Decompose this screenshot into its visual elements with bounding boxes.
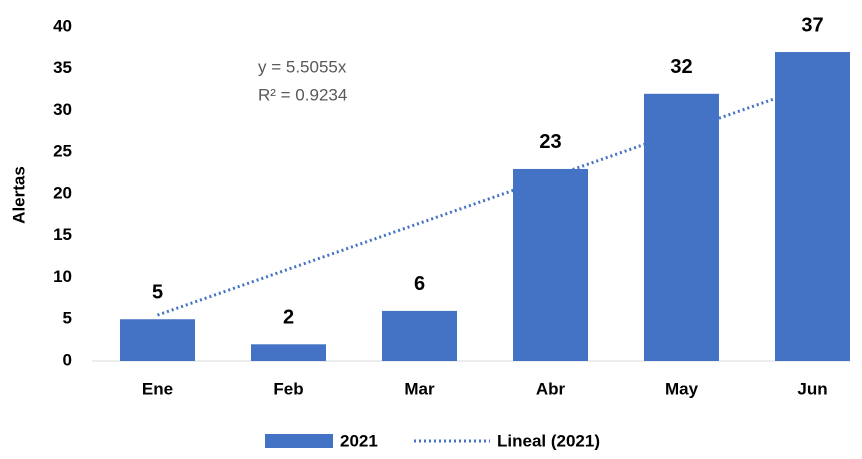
legend-swatch bbox=[265, 434, 333, 448]
value-label: 2 bbox=[283, 307, 294, 329]
x-tick-label: Feb bbox=[273, 379, 303, 398]
y-axis-label: Alertas bbox=[9, 166, 28, 224]
value-label: 6 bbox=[414, 273, 425, 295]
y-tick-label: 35 bbox=[53, 58, 72, 77]
x-tick-label: Jun bbox=[797, 379, 827, 398]
value-label: 32 bbox=[670, 56, 692, 78]
bar bbox=[513, 168, 588, 361]
y-tick-label: 20 bbox=[53, 183, 72, 202]
y-tick-label: 40 bbox=[53, 16, 72, 35]
y-tick-label: 5 bbox=[63, 309, 72, 328]
y-tick-label: 30 bbox=[53, 100, 72, 119]
value-label: 23 bbox=[539, 131, 561, 153]
bar bbox=[382, 310, 457, 361]
y-tick-label: 25 bbox=[53, 142, 72, 161]
y-tick-label: 10 bbox=[53, 267, 72, 286]
x-tick-label: Ene bbox=[142, 379, 173, 398]
y-tick-label: 0 bbox=[63, 350, 72, 369]
value-label: 5 bbox=[152, 282, 163, 304]
x-tick-label: Mar bbox=[404, 379, 435, 398]
legend-label: Lineal (2021) bbox=[497, 431, 600, 450]
legend-label: 2021 bbox=[340, 431, 378, 450]
bar bbox=[644, 93, 719, 362]
x-tick-label: May bbox=[665, 379, 699, 398]
trend-line bbox=[157, 84, 813, 317]
bar bbox=[775, 52, 850, 362]
annotation: R² = 0.9234 bbox=[258, 85, 347, 104]
bar bbox=[251, 344, 326, 361]
value-label: 37 bbox=[801, 14, 823, 36]
bar bbox=[120, 319, 195, 361]
annotation: y = 5.5055x bbox=[258, 57, 347, 76]
y-tick-label: 15 bbox=[53, 225, 72, 244]
x-tick-label: Abr bbox=[536, 379, 566, 398]
